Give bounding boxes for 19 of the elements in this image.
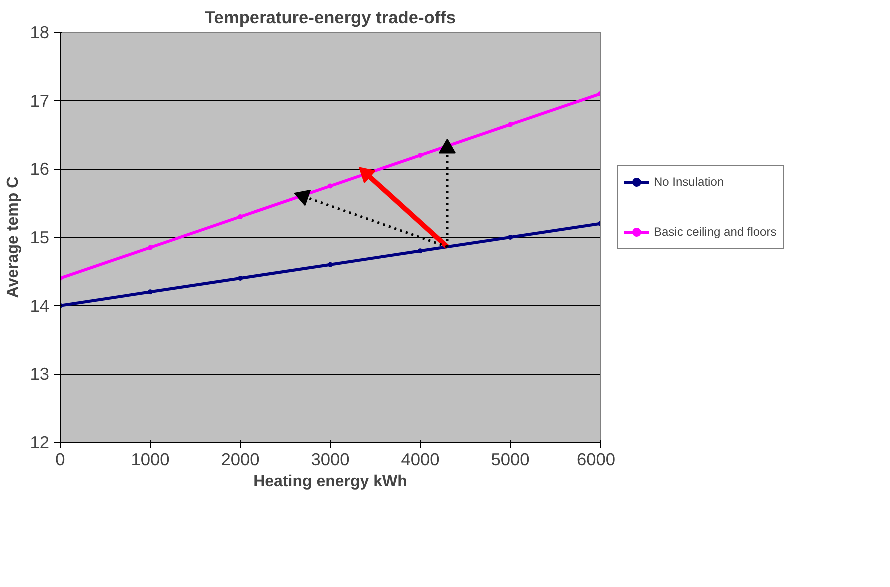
y-tick-label: 12 bbox=[30, 432, 50, 452]
y-tick-label: 17 bbox=[30, 90, 50, 111]
x-tick-label: 4000 bbox=[401, 450, 440, 470]
y-tick-label: 18 bbox=[30, 22, 50, 42]
y-tick-label: 15 bbox=[30, 228, 50, 248]
y-tick-label: 14 bbox=[30, 296, 50, 316]
x-tick-label: 6000 bbox=[576, 450, 616, 470]
y-tick-label: 16 bbox=[30, 159, 50, 180]
x-tick-label: 1000 bbox=[131, 450, 170, 470]
legend-label: Basic ceiling and floors bbox=[654, 225, 777, 239]
chart-title: Temperature-energy trade-offs bbox=[205, 8, 456, 28]
x-tick-label: 2000 bbox=[221, 450, 260, 470]
x-axis-title: Heating energy kWh bbox=[254, 474, 408, 490]
x-tick-label: 3000 bbox=[311, 450, 350, 470]
y-tick-label: 13 bbox=[30, 364, 50, 384]
x-tick-label: 0 bbox=[56, 450, 66, 470]
legend-label: No Insulation bbox=[654, 175, 724, 189]
y-axis-title: Average temp C bbox=[5, 176, 22, 298]
x-tick-label: 5000 bbox=[491, 450, 530, 470]
